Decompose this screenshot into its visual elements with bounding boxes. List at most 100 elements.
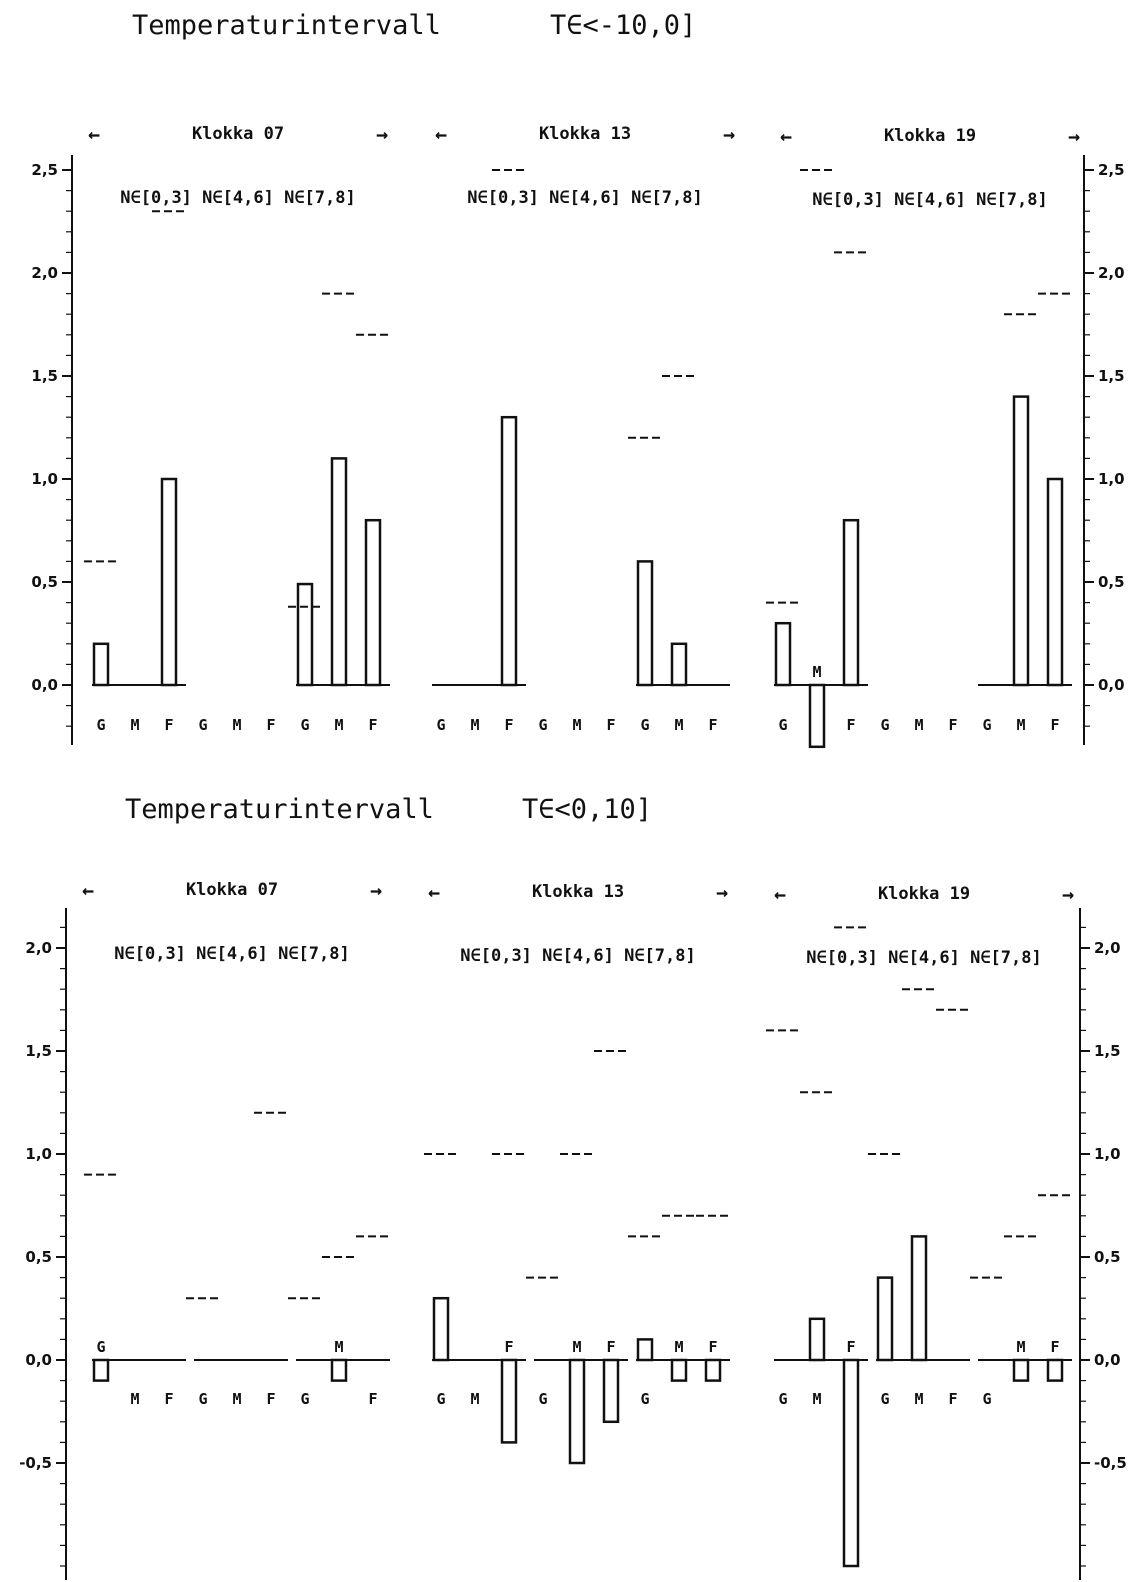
category-label: M <box>914 716 923 734</box>
n-label: N∈[0,3] <box>467 188 539 208</box>
n-label: N∈[0,3] <box>460 946 532 966</box>
bar <box>330 1358 348 1382</box>
arrow-left-icon: ← <box>435 122 448 146</box>
y-tick-label: 0,0 <box>25 1351 52 1369</box>
arrow-left-icon: ← <box>82 878 95 902</box>
n-label: N∈[4,6] <box>196 944 268 964</box>
category-label: G <box>982 716 991 734</box>
category-label: G <box>778 716 787 734</box>
y-tick-label: 2,0 <box>31 264 58 282</box>
title-bottom: Temperaturintervall <box>125 794 434 825</box>
bar <box>670 1358 688 1382</box>
bar <box>432 1296 450 1362</box>
category-label: G <box>198 716 207 734</box>
y-tick-label: 1,5 <box>1098 367 1125 385</box>
group-header: ← Klokka 07 → N∈[0,3] N∈[4,6] N∈[7,8] <box>82 838 382 986</box>
n-label: N∈[7,8] <box>284 188 356 208</box>
category-label: F <box>1050 1338 1059 1356</box>
interval-label-bottom: T∈<0,10] <box>522 794 653 825</box>
arrow-right-icon: → <box>369 878 382 902</box>
n-label: N∈[7,8] <box>970 948 1042 968</box>
bar <box>1046 477 1064 687</box>
y-tick-label: -0,5 <box>1094 1454 1127 1472</box>
clock-label: Klokka 19 <box>877 884 971 904</box>
category-label: G <box>96 1338 105 1356</box>
n-label: N∈[7,8] <box>624 946 696 966</box>
y-tick-label: 0,0 <box>1094 1351 1121 1369</box>
bar <box>1012 395 1030 687</box>
y-tick-label: 1,5 <box>1094 1042 1121 1060</box>
bar <box>808 683 826 749</box>
category-label: F <box>948 1390 957 1408</box>
category-label: F <box>606 1338 615 1356</box>
bar <box>774 621 792 687</box>
bar <box>160 477 178 687</box>
category-label: F <box>368 1390 377 1408</box>
n-label: N∈[0,3] <box>806 948 878 968</box>
arrow-right-icon: → <box>375 122 388 146</box>
bar <box>636 560 654 687</box>
category-label: F <box>708 716 717 734</box>
group-header: ← Klokka 19 → N∈[0,3] N∈[4,6] N∈[7,8] <box>780 84 1080 232</box>
n-label: N∈[0,3] <box>812 190 884 210</box>
bar <box>636 1338 654 1362</box>
category-label: F <box>266 1390 275 1408</box>
category-label: G <box>640 1390 649 1408</box>
category-label: F <box>948 716 957 734</box>
arrow-left-icon: ← <box>428 880 441 904</box>
category-label: G <box>538 1390 547 1408</box>
y-tick-label: 1,0 <box>31 470 58 488</box>
category-label: G <box>538 716 547 734</box>
bar <box>364 518 382 687</box>
y-tick-label: 2,5 <box>31 161 58 179</box>
bar <box>808 1317 826 1362</box>
n-label: N∈[4,6] <box>894 190 966 210</box>
bar <box>500 1358 518 1444</box>
bar <box>602 1358 620 1424</box>
y-tick-label: 0,5 <box>1094 1248 1121 1266</box>
category-label: F <box>164 716 173 734</box>
y-tick-label: 2,0 <box>1094 939 1121 957</box>
y-tick-label: 1,0 <box>1094 1145 1121 1163</box>
category-label: G <box>778 1390 787 1408</box>
y-tick-label: 0,5 <box>25 1248 52 1266</box>
category-label: F <box>504 1338 513 1356</box>
arrow-left-icon: ← <box>774 882 787 906</box>
arrow-right-icon: → <box>722 122 735 146</box>
n-label: N∈[7,8] <box>278 944 350 964</box>
arrow-right-icon: → <box>1061 882 1074 906</box>
category-label: G <box>300 1390 309 1408</box>
category-label: G <box>640 716 649 734</box>
category-label: F <box>846 716 855 734</box>
n-label: N∈[4,6] <box>202 188 274 208</box>
group-header: ← Klokka 13 → N∈[0,3] N∈[4,6] N∈[7,8] <box>428 840 728 988</box>
bar <box>704 1358 722 1382</box>
category-label: M <box>674 1338 683 1356</box>
group-header: ← Klokka 13 → N∈[0,3] N∈[4,6] N∈[7,8] <box>435 82 735 230</box>
category-label: F <box>504 716 513 734</box>
category-label: G <box>436 716 445 734</box>
category-label: M <box>334 716 343 734</box>
category-label: M <box>572 1338 581 1356</box>
category-label: M <box>572 716 581 734</box>
category-label: M <box>470 716 479 734</box>
n-label: N∈[0,3] <box>114 944 186 964</box>
bar <box>842 1358 860 1568</box>
bar <box>330 457 348 687</box>
category-label: M <box>914 1390 923 1408</box>
y-tick-label: -0,5 <box>19 1454 52 1472</box>
category-label: M <box>130 1390 139 1408</box>
y-tick-label: 1,0 <box>25 1145 52 1163</box>
arrow-right-icon: → <box>715 880 728 904</box>
category-label: G <box>982 1390 991 1408</box>
arrow-left-icon: ← <box>88 122 101 146</box>
arrow-left-icon: ← <box>780 124 793 148</box>
n-label: N∈[7,8] <box>976 190 1048 210</box>
category-label: M <box>470 1390 479 1408</box>
n-label: N∈[4,6] <box>542 946 614 966</box>
bar <box>568 1358 586 1465</box>
clock-label: Klokka 13 <box>531 882 625 902</box>
category-label: G <box>96 716 105 734</box>
category-label: M <box>334 1338 343 1356</box>
